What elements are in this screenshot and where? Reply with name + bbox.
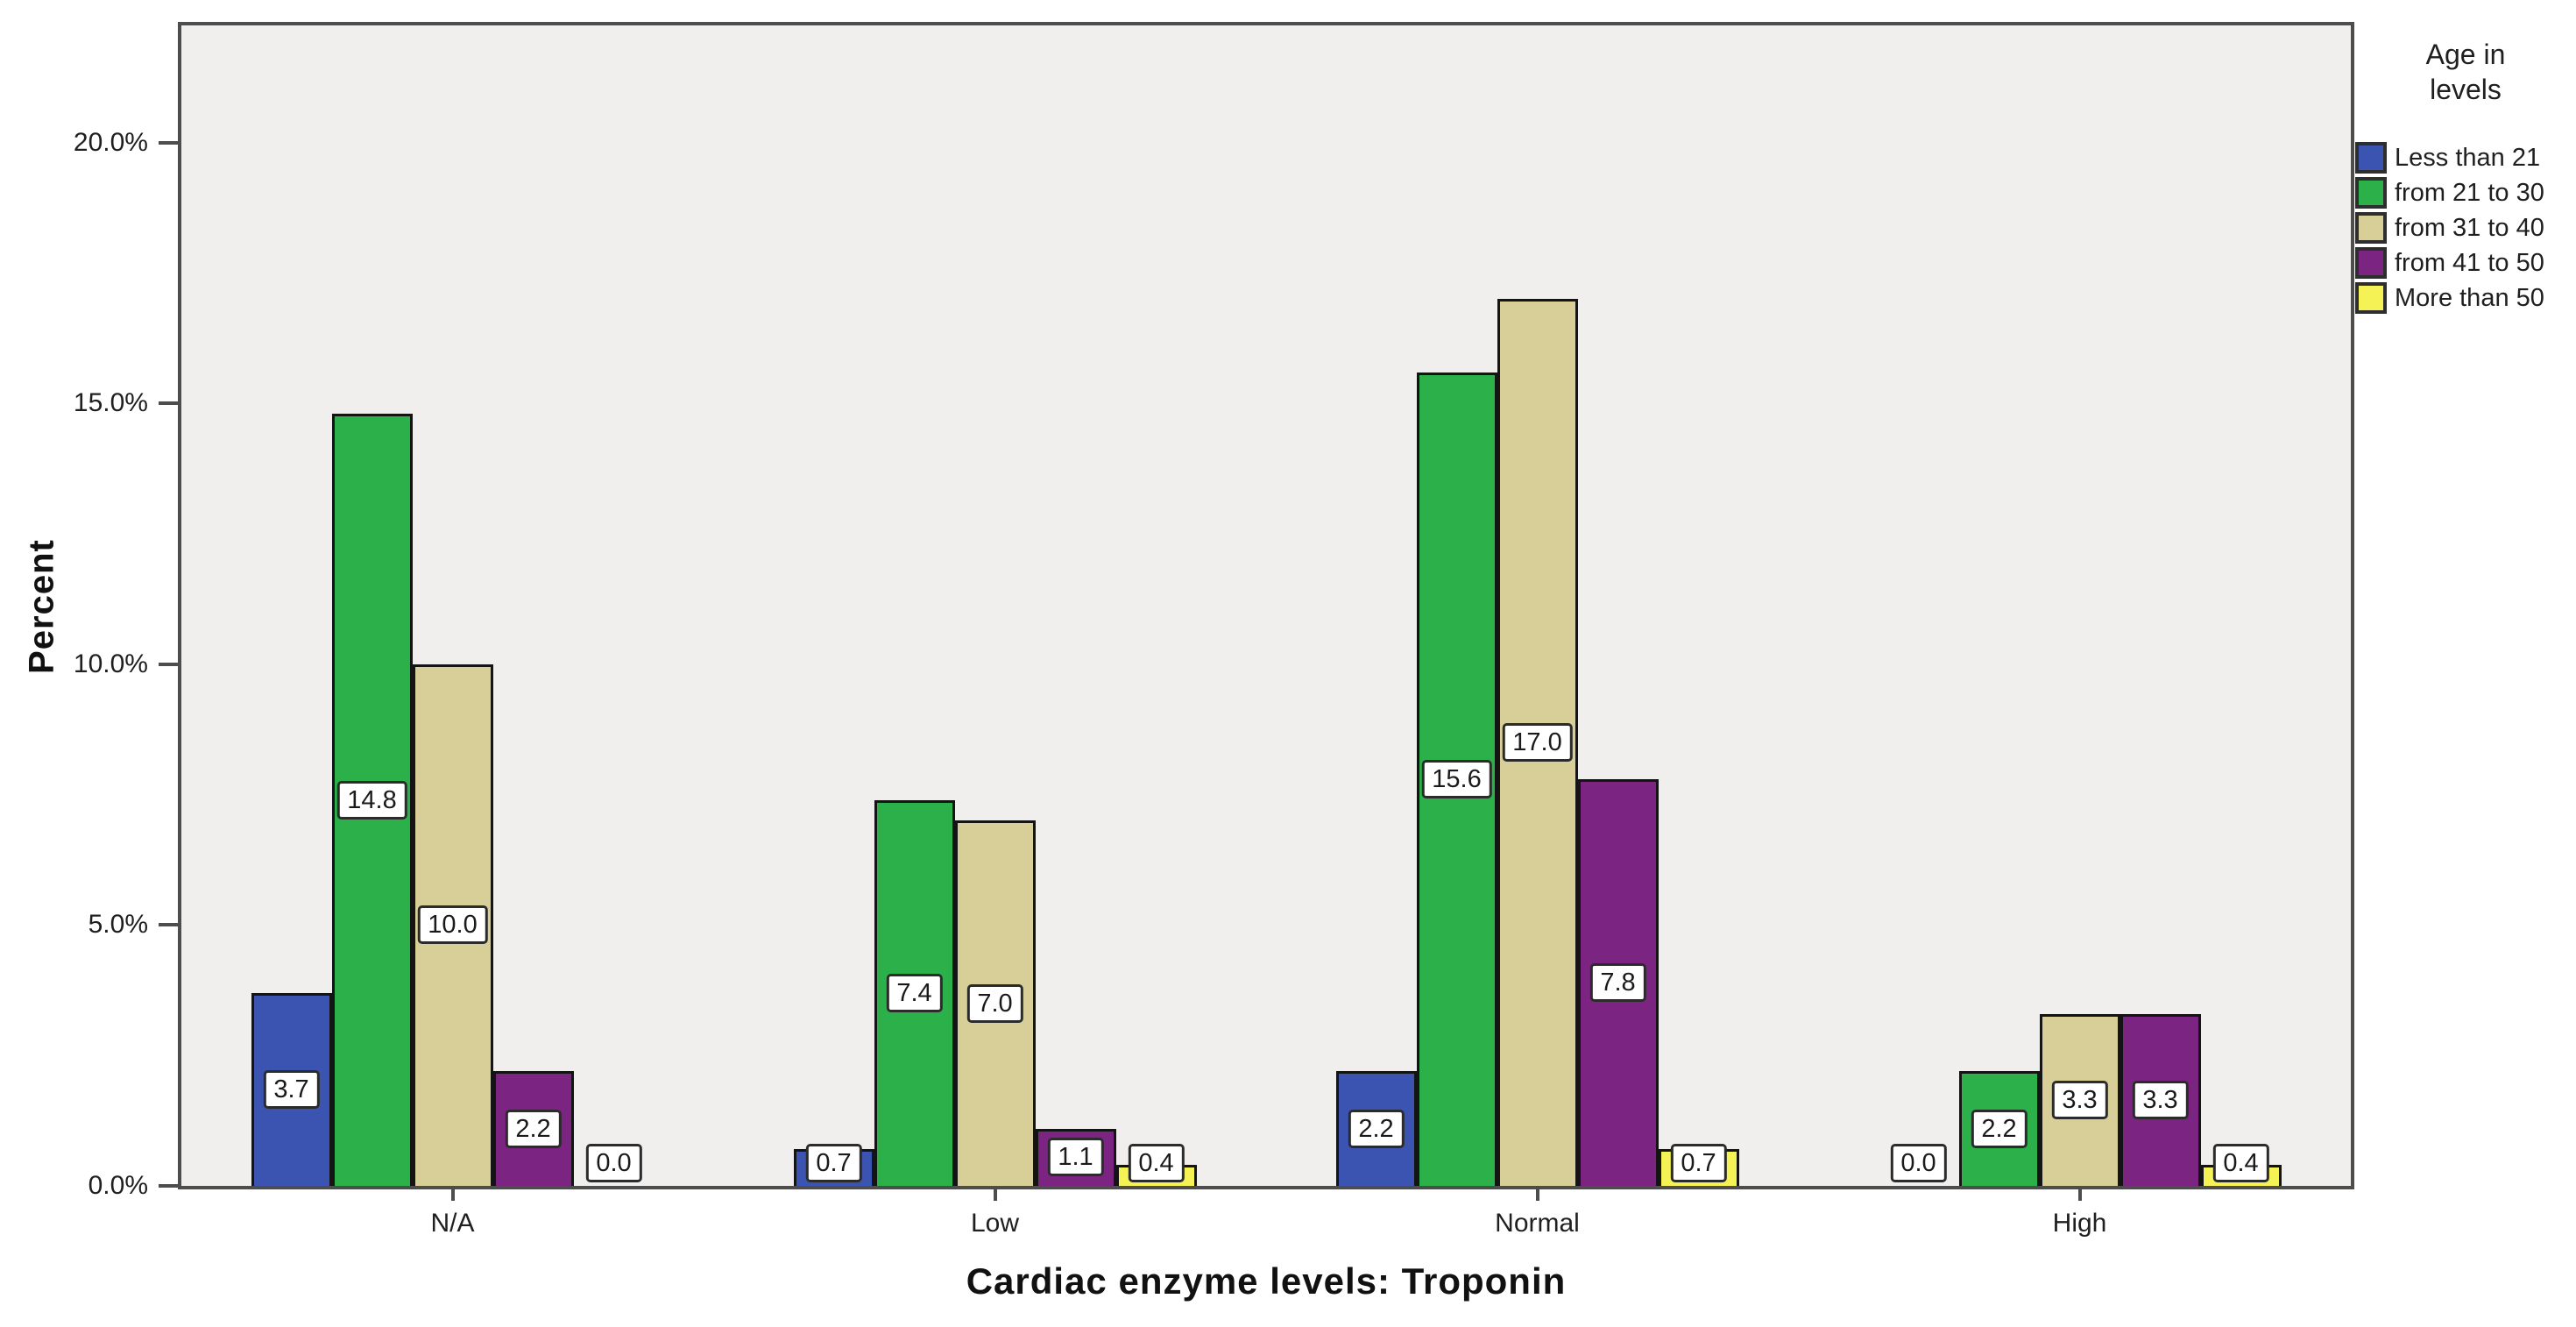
- legend-swatch: [2355, 142, 2387, 174]
- legend-label: from 31 to 40: [2395, 213, 2544, 242]
- value-label: 7.8: [1589, 962, 1646, 1002]
- x-tick-mark: [2077, 1186, 2082, 1201]
- value-label: 1.1: [1047, 1138, 1104, 1177]
- x-category-label: Low: [970, 1209, 1020, 1238]
- legend-title-line2: levels: [2430, 74, 2502, 105]
- y-tick-label: 0.0%: [88, 1171, 148, 1200]
- y-tick-label: 5.0%: [88, 910, 148, 940]
- value-label: 0.4: [1128, 1144, 1185, 1182]
- x-axis-title: Cardiac enzyme levels: Troponin: [966, 1260, 1567, 1302]
- legend-swatch: [2355, 282, 2387, 314]
- legend-item: More than 50: [2355, 280, 2576, 316]
- legend-label: from 41 to 50: [2395, 248, 2544, 277]
- y-tick-mark: [159, 1184, 178, 1188]
- legend: Age in levels Less than 21 from 21 to 30 f…: [2355, 37, 2576, 316]
- x-category-label: High: [2052, 1209, 2107, 1238]
- value-label: 0.7: [805, 1144, 862, 1182]
- legend-swatch: [2355, 212, 2387, 244]
- value-label: 10.0: [417, 905, 488, 945]
- legend-title-line1: Age in: [2425, 39, 2506, 70]
- legend-label: Less than 21: [2395, 143, 2541, 172]
- plot-area: 3.7 14.8 10.0 2.2 0.0 0.7 7.4 7.0 1.1 0.4 2.2 15.6 1…: [178, 22, 2354, 1189]
- legend-item-list: Less than 21 from 21 to 30 from 31 to 40 fr…: [2355, 140, 2576, 316]
- x-category-label: N/A: [430, 1209, 475, 1238]
- value-label: 0.7: [1670, 1144, 1727, 1182]
- legend-label: More than 50: [2395, 283, 2544, 312]
- x-category-label: Normal: [1495, 1209, 1580, 1238]
- y-tick-mark: [159, 401, 178, 406]
- value-label: 0.0: [585, 1144, 642, 1182]
- legend-label: from 21 to 30: [2395, 178, 2544, 207]
- x-tick-mark: [993, 1186, 997, 1201]
- value-label: 0.0: [1890, 1144, 1947, 1182]
- y-tick-label: 10.0%: [73, 649, 148, 678]
- legend-swatch: [2355, 177, 2387, 209]
- value-label: 7.4: [886, 973, 943, 1012]
- x-tick-mark: [450, 1186, 455, 1201]
- value-label: 14.8: [336, 780, 407, 820]
- y-tick-mark: [159, 140, 178, 145]
- y-tick-mark: [159, 662, 178, 666]
- value-label: 3.7: [263, 1069, 320, 1109]
- legend-title: Age in levels: [2355, 37, 2576, 107]
- value-label: 3.3: [2051, 1080, 2108, 1119]
- legend-item: from 31 to 40: [2355, 210, 2576, 245]
- value-label: 2.2: [505, 1109, 562, 1148]
- legend-swatch: [2355, 247, 2387, 279]
- value-label: 2.2: [1971, 1109, 2028, 1148]
- value-label: 0.4: [2212, 1144, 2269, 1182]
- value-label: 2.2: [1348, 1109, 1405, 1148]
- legend-item: from 21 to 30: [2355, 175, 2576, 210]
- x-tick-mark: [1535, 1186, 1539, 1201]
- value-label: 3.3: [2132, 1080, 2189, 1119]
- legend-item: from 41 to 50: [2355, 245, 2576, 280]
- legend-item: Less than 21: [2355, 140, 2576, 175]
- y-tick-label: 15.0%: [73, 388, 148, 418]
- value-label: 15.6: [1421, 759, 1492, 798]
- y-tick-mark: [159, 923, 178, 927]
- value-label: 7.0: [966, 983, 1023, 1023]
- y-tick-label: 20.0%: [73, 127, 148, 157]
- value-label: 17.0: [1502, 723, 1573, 763]
